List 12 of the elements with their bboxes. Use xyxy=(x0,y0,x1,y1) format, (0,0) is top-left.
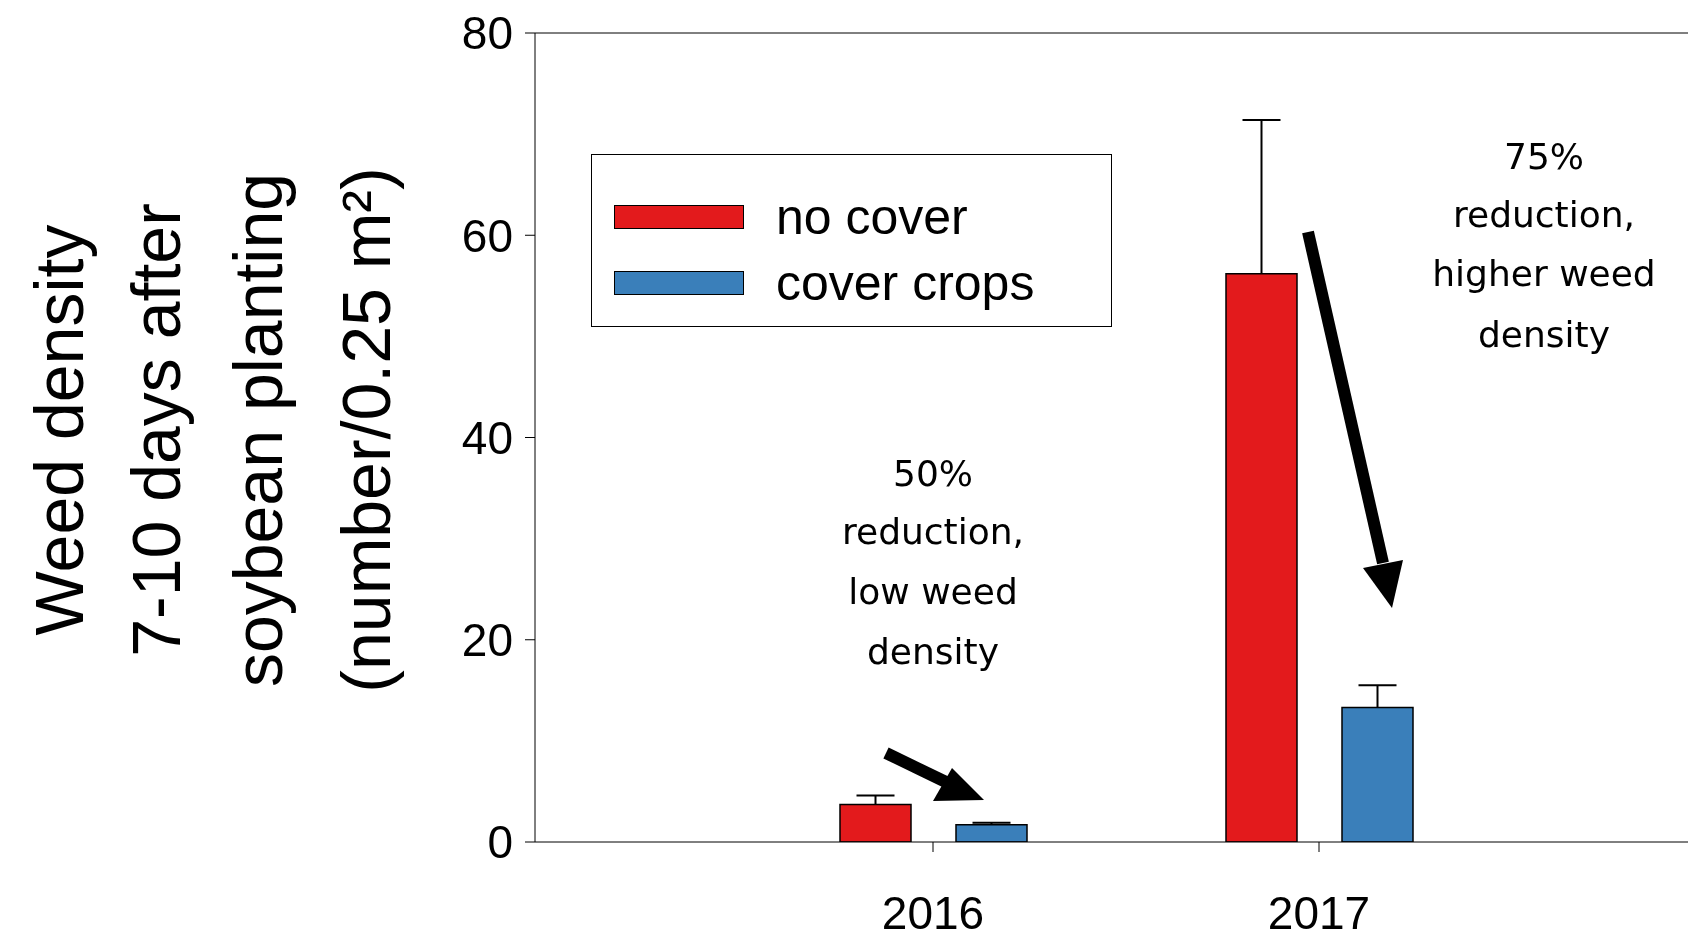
y-tick-label: 0 xyxy=(487,816,513,869)
y-tick-label: 80 xyxy=(461,7,513,60)
annotation: 75% reduction, higher weed density xyxy=(1432,136,1656,355)
legend-label: no cover xyxy=(776,189,968,245)
y-tick-label: 20 xyxy=(461,614,513,667)
annotation: 50% reduction, low weed density xyxy=(841,453,1025,672)
legend-label: cover crops xyxy=(776,255,1035,311)
y-axis-title: Weed density 7-10 days after soybean planting (number/0.25 m²) xyxy=(21,167,404,693)
y-tick-label: 60 xyxy=(461,209,513,262)
x-tick-label: 2017 xyxy=(1267,886,1371,939)
x-tick-label: 2016 xyxy=(881,886,985,939)
y-tick-label: 40 xyxy=(461,411,513,464)
